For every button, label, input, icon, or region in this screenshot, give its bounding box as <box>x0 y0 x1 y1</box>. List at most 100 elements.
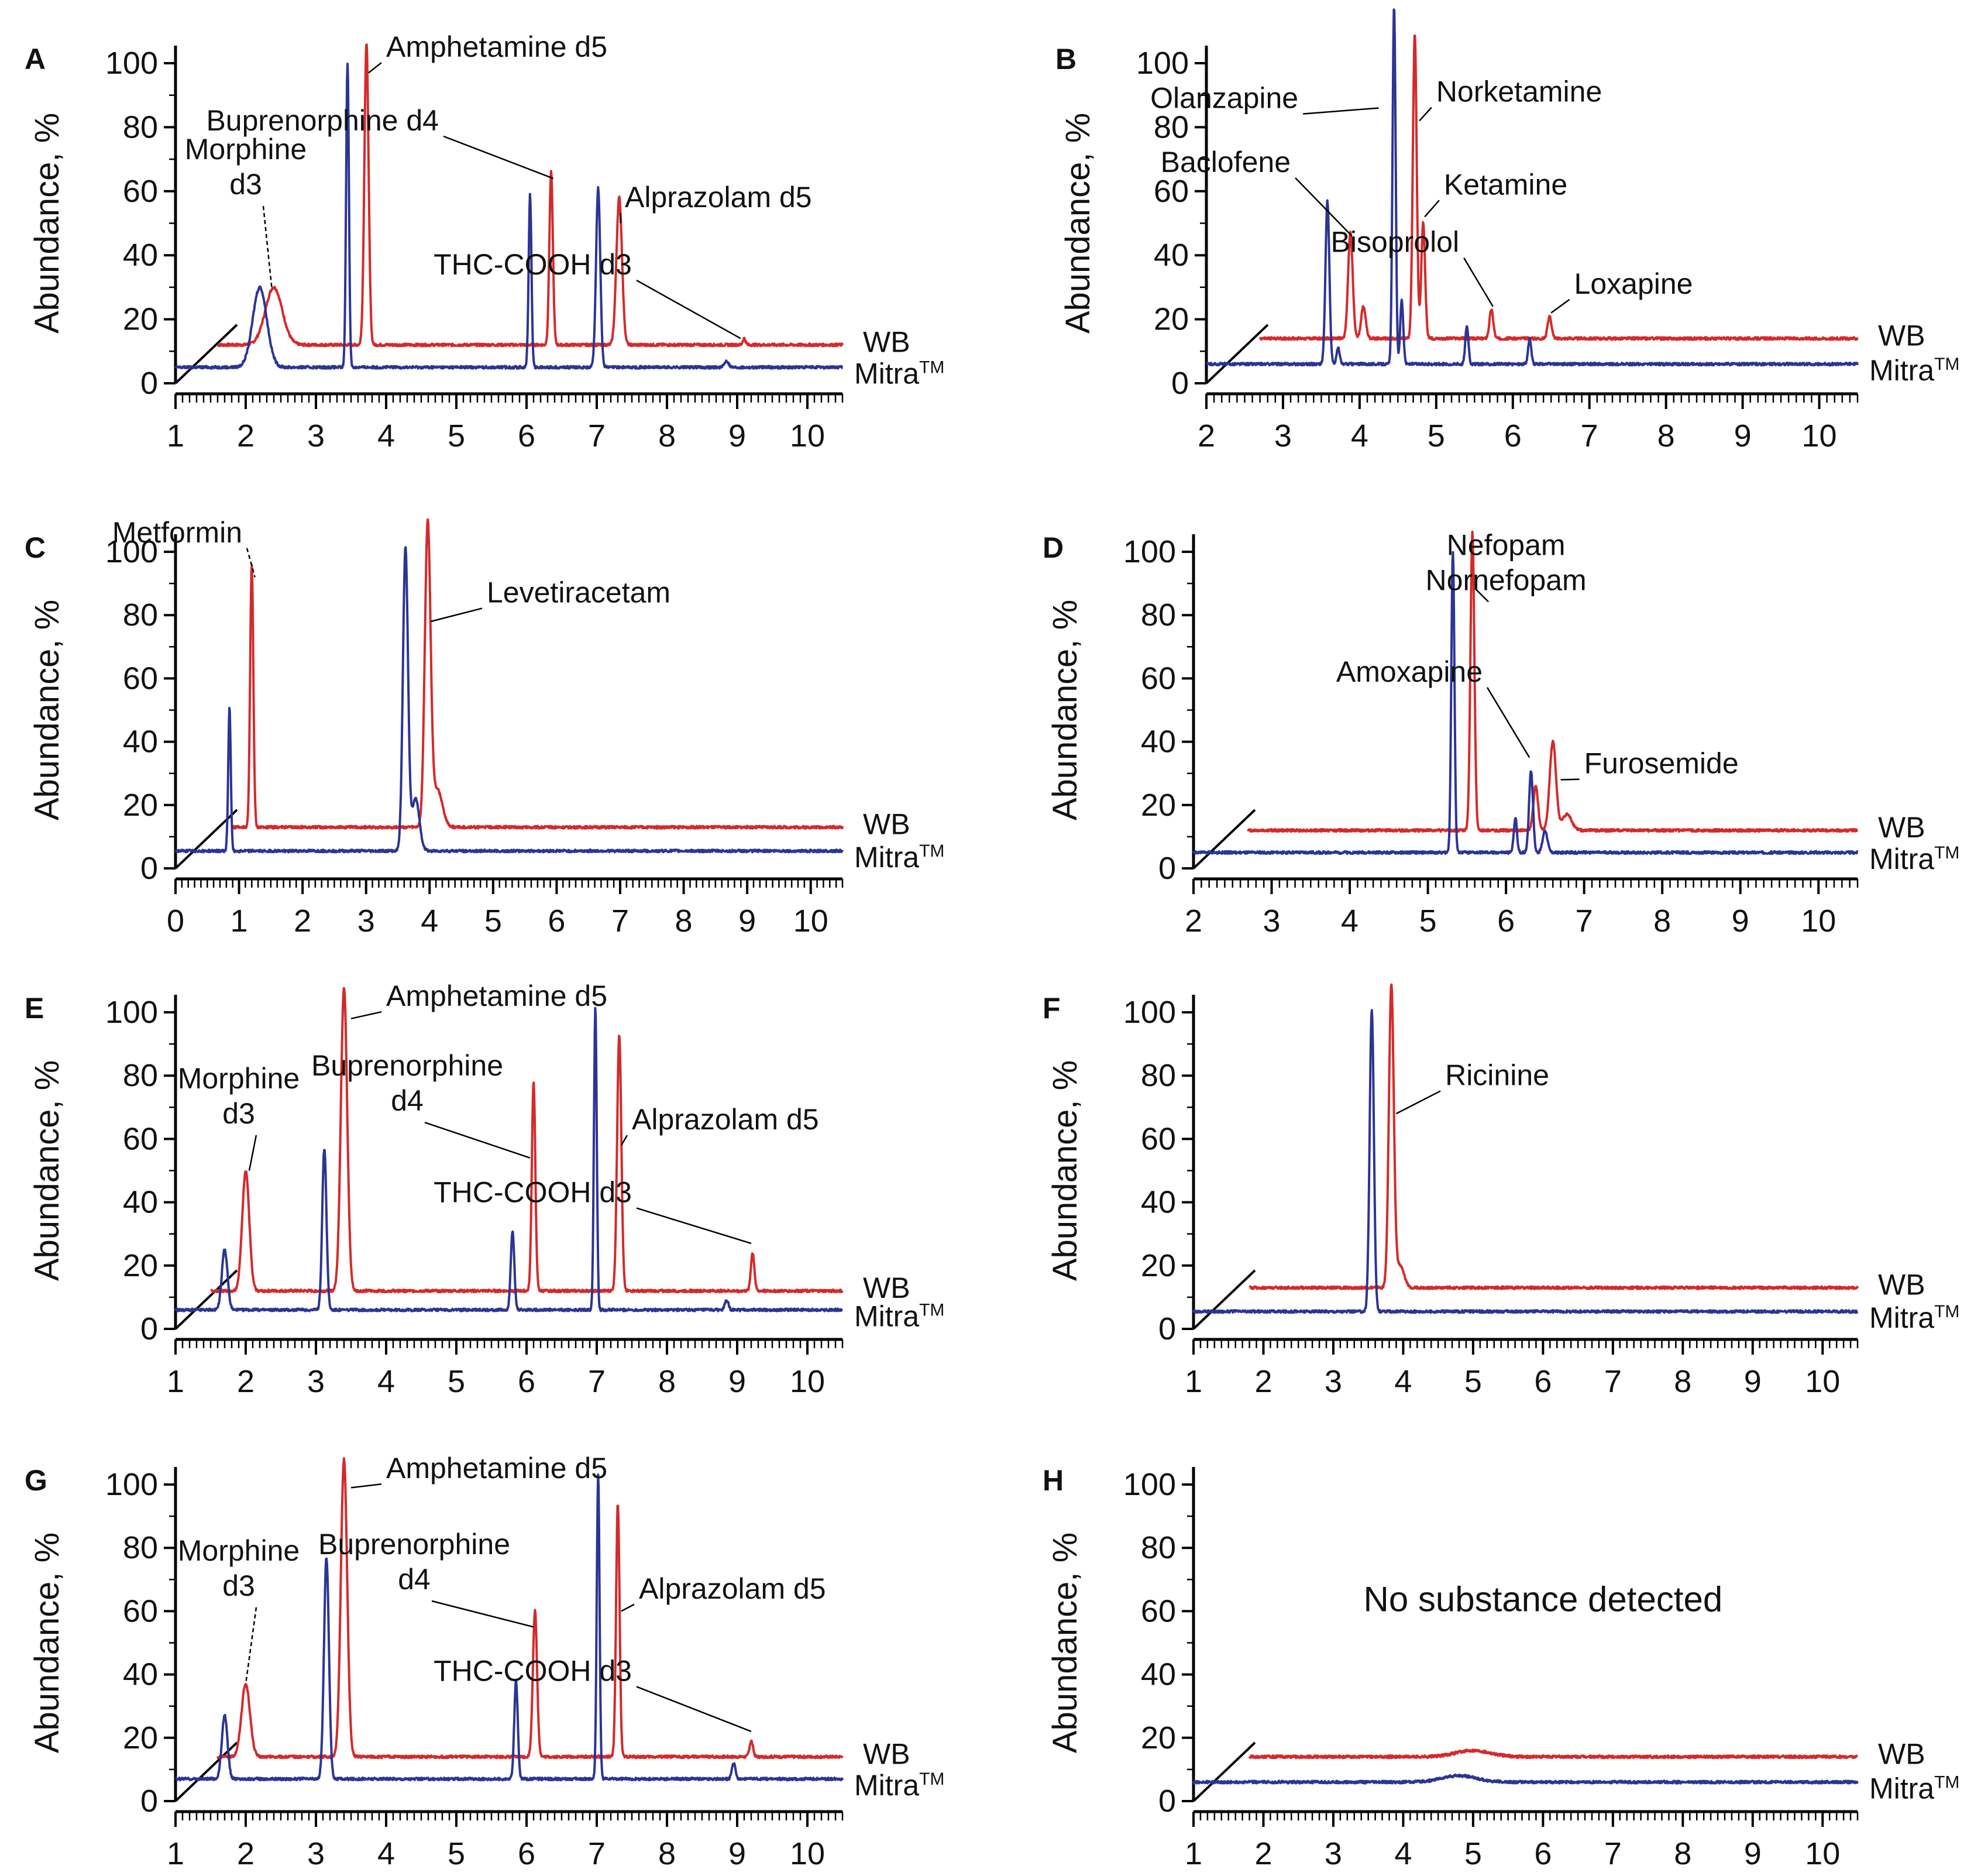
mitra-label-text: Mitra <box>1869 1772 1934 1805</box>
annotation-leader <box>636 1207 752 1245</box>
peak-annotation: Metformin <box>112 516 242 549</box>
panel-a: A Abundance, % 0 20 40 60 80 100 1 2 3 4 5 6 7 8 9 10 WBMi… <box>25 30 944 453</box>
y-tick-label: 40 <box>123 238 158 273</box>
peak-annotation: Amphetamine d5 <box>386 30 607 63</box>
x-tick-label: 8 <box>1674 1836 1691 1871</box>
annotation-leader <box>1560 778 1580 781</box>
x-tick-label: 2 <box>1185 903 1202 939</box>
trademark-label: TM <box>1934 355 1959 374</box>
peak-annotation-line2: d4 <box>391 1084 424 1117</box>
panel-e: E Abundance, % 0 20 40 60 80 100 1 2 3 4 5 6 7 8 9 10 WBMi… <box>25 980 944 1399</box>
y-axis-label: Abundance, % <box>1046 1533 1084 1753</box>
y-tick-label: 60 <box>1141 661 1176 696</box>
mitra-label: MitraTM <box>1869 843 1959 875</box>
y-axis-label: Abundance, % <box>1059 113 1097 334</box>
y-tick-label: 60 <box>123 661 158 696</box>
x-tick-label: 9 <box>1734 418 1752 453</box>
y-tick-label: 0 <box>140 366 158 401</box>
mitra-label-text: Mitra <box>854 841 919 874</box>
x-tick-label: 7 <box>611 903 629 939</box>
y-tick-label: 40 <box>123 724 158 760</box>
y-tick-label: 80 <box>123 1530 158 1565</box>
x-tick-label: 9 <box>1732 903 1749 939</box>
peak-annotation: Buprenorphine d4 <box>206 104 439 137</box>
y-tick-label: 0 <box>140 1784 158 1819</box>
y-tick-label: 80 <box>1154 109 1189 145</box>
y-tick-label: 0 <box>140 851 158 886</box>
panel-label: A <box>25 43 46 75</box>
mitra-trace <box>174 63 844 370</box>
y-axis-label: Abundance, % <box>1046 600 1084 820</box>
mitra-label-text: Mitra <box>1869 843 1934 875</box>
offset-indicator <box>1192 809 1256 870</box>
x-tick-label: 1 <box>1185 1364 1202 1399</box>
x-tick-label: 4 <box>1394 1364 1412 1399</box>
x-tick-label: 7 <box>1581 418 1598 453</box>
y-tick-label: 100 <box>105 995 158 1030</box>
x-tick-label: 8 <box>658 418 676 453</box>
peak-annotation: Buprenorphine <box>318 1528 510 1561</box>
y-tick-label: 80 <box>1141 1058 1176 1093</box>
x-tick-label: 7 <box>588 1364 606 1399</box>
y-axis-label: Abundance, % <box>1046 1060 1084 1281</box>
mitra-trace <box>174 1473 844 1782</box>
peak-annotation: THC-COOH d3 <box>434 1176 632 1209</box>
mitra-label: MitraTM <box>854 841 944 874</box>
wb-label: WB <box>863 325 910 358</box>
y-tick-label: 80 <box>123 109 158 145</box>
mitra-trace <box>174 1006 844 1312</box>
mitra-label: MitraTM <box>1869 354 1959 387</box>
annotation-leader <box>431 1600 534 1628</box>
x-tick-label: 6 <box>1497 903 1515 939</box>
offset-indicator <box>1205 324 1269 384</box>
panel-label: H <box>1043 1464 1064 1497</box>
no-substance-message: No substance detected <box>1363 1579 1722 1619</box>
x-tick-label: 5 <box>1419 903 1437 939</box>
mitra-label: MitraTM <box>854 1769 944 1802</box>
y-tick-label: 20 <box>123 1248 158 1283</box>
annotation-leader <box>248 1135 257 1171</box>
mitra-trace <box>1205 8 1859 367</box>
peak-annotation-line2: d3 <box>229 168 262 201</box>
x-tick-label: 10 <box>1801 418 1836 453</box>
annotation-leader <box>350 1483 382 1489</box>
wb-label: WB <box>863 1737 910 1770</box>
x-tick-label: 10 <box>1805 1836 1840 1871</box>
y-tick-label: 40 <box>123 1657 158 1692</box>
trademark-label: TM <box>1934 1302 1959 1321</box>
annotation-leader <box>246 548 256 578</box>
panel-d: D Abundance, % 0 20 40 60 80 100 2 3 4 5 6 7 8 9 10 WBMit… <box>1043 528 1959 939</box>
y-axis-label: Abundance, % <box>28 600 66 820</box>
x-tick-label: 4 <box>421 903 438 939</box>
wb-label: WB <box>1878 1737 1925 1770</box>
mitra-trace <box>1192 551 1859 855</box>
peak-annotation-line2: d3 <box>222 1097 255 1130</box>
y-tick-label: 60 <box>1154 174 1189 209</box>
offset-indicator <box>1192 1741 1256 1802</box>
annotation-leader <box>424 1122 531 1159</box>
trademark-label: TM <box>919 1301 944 1320</box>
y-tick-label: 20 <box>1141 1720 1176 1755</box>
y-tick-label: 80 <box>123 1058 158 1093</box>
x-tick-label: 9 <box>738 903 756 939</box>
peak-annotation: Buprenorphine <box>311 1049 503 1082</box>
wb-trace <box>1249 983 1859 1290</box>
mitra-trace <box>1192 1009 1859 1314</box>
x-tick-label: 1 <box>167 1836 184 1871</box>
y-tick-label: 80 <box>123 597 158 633</box>
peak-annotation: Amphetamine d5 <box>386 1452 607 1485</box>
offset-indicator <box>1192 1269 1256 1330</box>
x-tick-label: 4 <box>1394 1836 1412 1871</box>
annotation-leader <box>1424 200 1440 218</box>
offset-indicator <box>174 324 238 384</box>
wb-label: WB <box>863 808 910 841</box>
y-tick-label: 40 <box>1141 724 1176 760</box>
mitra-trace <box>1192 1773 1859 1785</box>
mitra-label: MitraTM <box>854 358 944 390</box>
y-tick-label: 20 <box>1141 788 1176 823</box>
peak-annotation: THC-COOH d3 <box>434 1654 632 1687</box>
mitra-label-text: Mitra <box>854 358 919 390</box>
offset-indicator <box>174 1269 238 1330</box>
